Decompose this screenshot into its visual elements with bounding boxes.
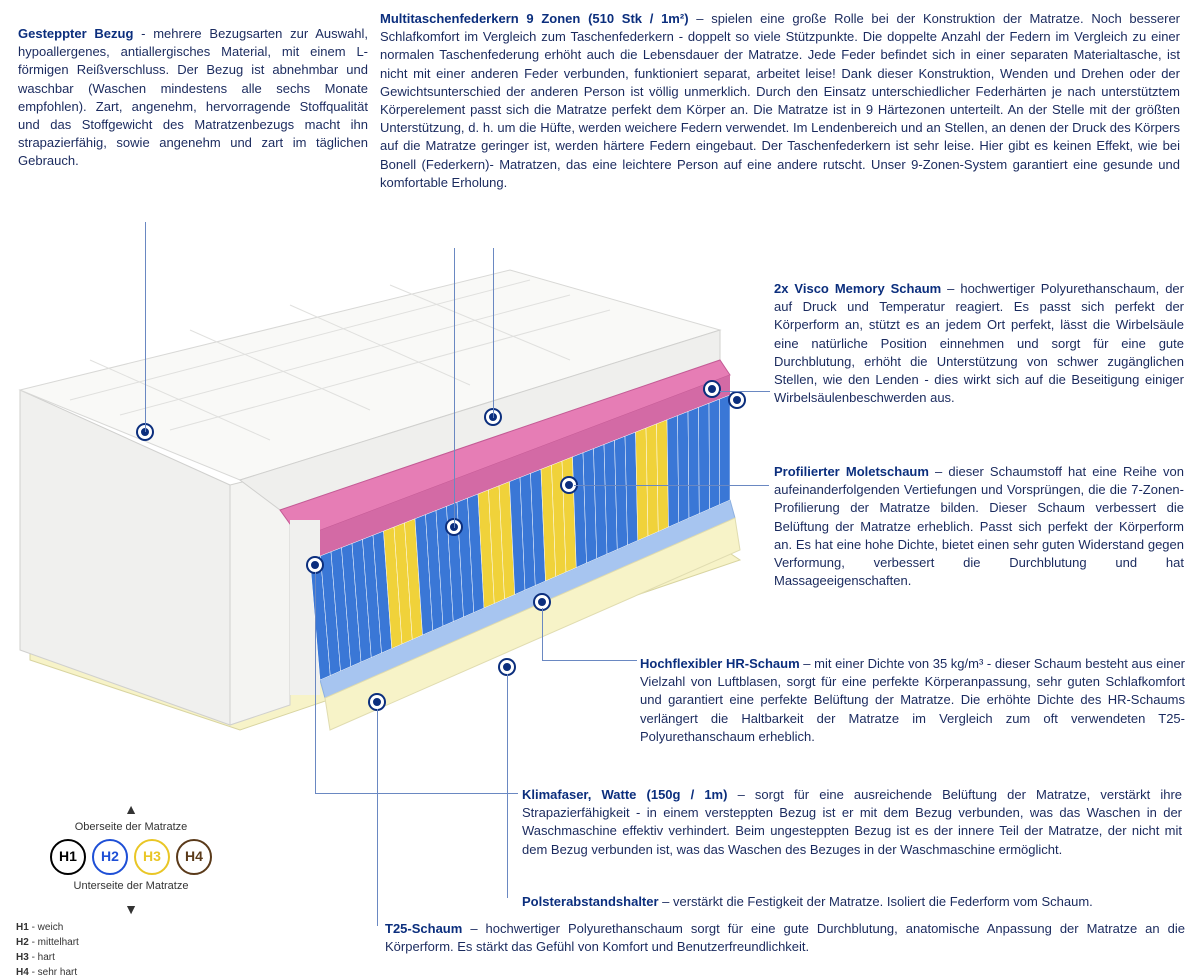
title-visco: 2x Visco Memory Schaum — [774, 281, 941, 296]
section-springs: Multitaschenfederkern 9 Zonen (510 Stk /… — [380, 10, 1180, 192]
callout-line — [145, 222, 146, 432]
section-t25: T25-Schaum – hochwertiger Polyurethansch… — [385, 920, 1185, 956]
title-cover: Gesteppter Bezug — [18, 26, 133, 41]
callout-line — [315, 572, 316, 794]
text-springs: – spielen eine große Rolle bei der Konst… — [380, 11, 1180, 190]
text-cover: - mehrere Bezugsarten zur Auswahl, hypoa… — [18, 26, 368, 168]
text-t25: – hochwertiger Polyurethanschaum sorgt f… — [385, 921, 1185, 954]
hardness-list-item: H4 - sehr hart — [16, 965, 246, 980]
section-klima: Klimafaser, Watte (150g / 1m) – sorgt fü… — [522, 786, 1182, 859]
text-polster: – verstärkt die Festigkeit der Matratze.… — [659, 894, 1093, 909]
hardness-list-item: H2 - mittelhart — [16, 935, 246, 950]
hardness-list-item: H1 - weich — [16, 920, 246, 935]
callout-line — [507, 674, 508, 898]
text-visco: – hochwertiger Polyurethanschaum, der au… — [774, 281, 1184, 405]
hardness-legend: ▲ Oberseite der Matratze H1H2H3H4 Unters… — [16, 800, 246, 980]
mattress-diagram — [10, 260, 750, 740]
arrow-down-icon: ▼ — [16, 900, 246, 920]
section-visco: 2x Visco Memory Schaum – hochwertiger Po… — [774, 280, 1184, 407]
hardness-list: H1 - weichH2 - mittelhartH3 - hartH4 - s… — [16, 920, 246, 980]
title-molet: Profilierter Moletschaum — [774, 464, 929, 479]
callout-line — [454, 248, 455, 528]
hardness-list-item: H3 - hart — [16, 950, 246, 965]
title-polster: Polsterabstandshalter — [522, 894, 659, 909]
title-t25: T25-Schaum — [385, 921, 462, 936]
callout-marker — [535, 595, 549, 609]
callout-line — [377, 709, 378, 926]
section-polster: Polsterabstandshalter – verstärkt die Fe… — [522, 893, 1182, 911]
callout-line — [315, 793, 518, 794]
legend-bottom-label: Unterseite der Matratze — [16, 879, 246, 894]
title-springs: Multitaschenfederkern 9 Zonen (510 Stk /… — [380, 11, 689, 26]
callout-line — [720, 391, 770, 392]
callout-marker — [500, 660, 514, 674]
title-klima: Klimafaser, Watte (150g / 1m) — [522, 787, 727, 802]
callout-line — [542, 608, 543, 660]
hardness-circle: H1 — [50, 839, 86, 875]
callout-marker — [730, 393, 744, 407]
callout-marker — [308, 558, 322, 572]
callout-marker — [370, 695, 384, 709]
callout-line — [493, 248, 494, 418]
callout-marker — [705, 382, 719, 396]
hardness-circle: H4 — [176, 839, 212, 875]
callout-line — [574, 485, 769, 486]
section-molet: Profilierter Moletschaum – dieser Schaum… — [774, 463, 1184, 590]
hardness-circle: H2 — [92, 839, 128, 875]
hardness-circle: H3 — [134, 839, 170, 875]
section-cover: Gesteppter Bezug - mehrere Bezugsarten z… — [18, 25, 368, 171]
hardness-circles: H1H2H3H4 — [16, 839, 246, 875]
text-molet: – dieser Schaumstoff hat eine Reihe von … — [774, 464, 1184, 588]
callout-line — [542, 660, 637, 661]
legend-top-label: Oberseite der Matratze — [16, 820, 246, 835]
arrow-up-icon: ▲ — [16, 800, 246, 820]
